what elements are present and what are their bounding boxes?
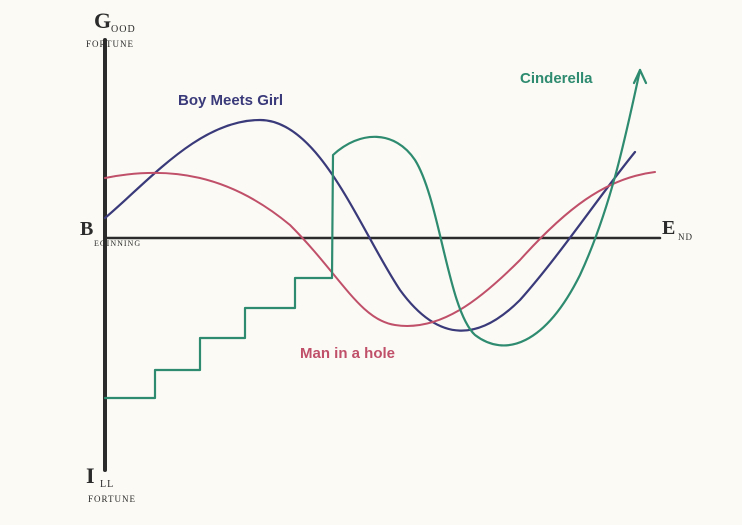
- label-cinderella: Cinderella: [520, 70, 593, 87]
- axis-y-bot-small: LL: [100, 479, 114, 490]
- axis-y-top-small: OOD: [111, 24, 136, 35]
- curve-boy-meets-girl: [105, 120, 635, 331]
- label-man-in-a-hole: Man in a hole: [300, 345, 395, 362]
- axis-x-right-small: ND: [678, 232, 693, 242]
- story-shapes-chart: G OOD FORTUNE I LL FORTUNE B EGINNING E …: [0, 0, 742, 525]
- axis-y-top-sub: FORTUNE: [86, 39, 134, 49]
- axis-x-left-big: B: [80, 218, 93, 241]
- axis-x-right-big: E: [662, 217, 675, 240]
- axis-y-bot-big: I: [86, 463, 95, 489]
- arrowhead-cinderella: [634, 70, 646, 83]
- axis-y-top-big: G: [94, 8, 111, 34]
- plot-svg: [0, 0, 742, 525]
- curve-man-in-a-hole: [105, 172, 655, 326]
- label-boy-meets-girl: Boy Meets Girl: [178, 92, 283, 109]
- axis-y-bot-sub: FORTUNE: [88, 494, 136, 504]
- axis-x-left-small: EGINNING: [94, 239, 141, 248]
